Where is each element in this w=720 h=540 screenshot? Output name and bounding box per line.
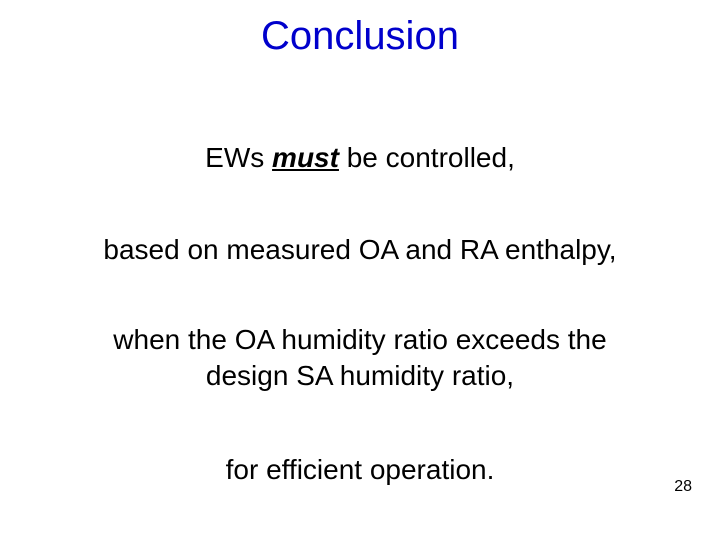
body-line-1-emph: must xyxy=(272,142,339,173)
body-line-1-pre: EWs xyxy=(205,142,272,173)
page-number: 28 xyxy=(674,478,692,496)
body-line-3: when the OA humidity ratio exceeds the xyxy=(0,322,720,357)
body-line-1: EWs must be controlled, xyxy=(0,140,720,175)
body-line-5: for efficient operation. xyxy=(0,452,720,487)
slide: Conclusion EWs must be controlled, based… xyxy=(0,0,720,540)
slide-title: Conclusion xyxy=(0,14,720,59)
body-line-1-post: be controlled, xyxy=(339,142,515,173)
body-line-2: based on measured OA and RA enthalpy, xyxy=(0,232,720,267)
body-line-4: design SA humidity ratio, xyxy=(0,358,720,393)
